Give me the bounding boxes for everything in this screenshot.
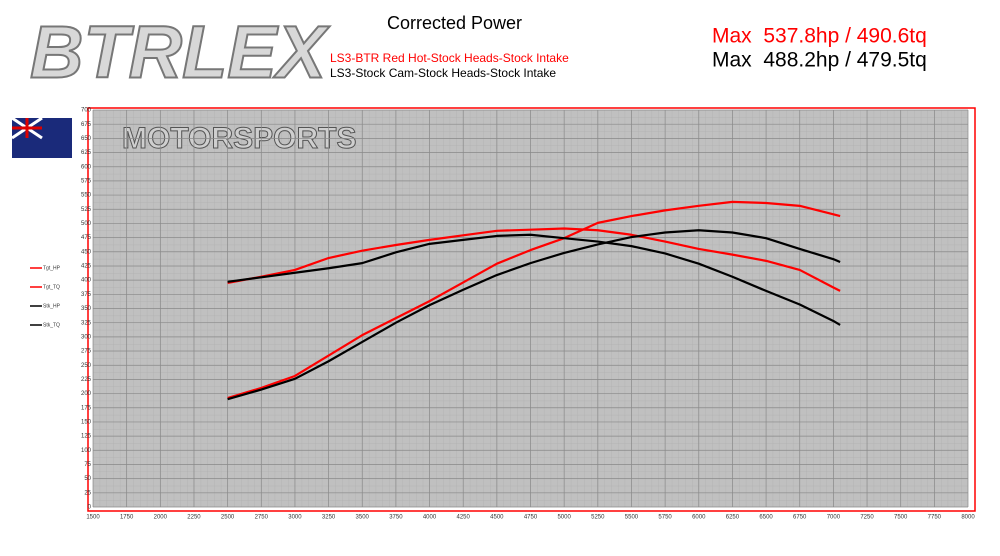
x-tick-label: 2000 — [154, 515, 168, 521]
y-tick-label: 25 — [84, 490, 91, 496]
series-line — [227, 229, 841, 401]
y-tick-label: 175 — [81, 405, 92, 411]
x-tick-label: 6250 — [726, 515, 740, 521]
y-tick-label: 425 — [81, 264, 92, 270]
x-tick-label: 7000 — [827, 515, 841, 521]
series-line — [227, 200, 841, 400]
y-tick-label: 325 — [81, 320, 92, 326]
max-annotation: Max 537.8hp / 490.6tq — [712, 25, 927, 48]
subtitle: LS3-Stock Cam-Stock Heads-Stock Intake — [330, 66, 556, 80]
logo: BTRLEX MOTORSPORTS — [11, 10, 357, 158]
x-tick-label: 3750 — [389, 515, 403, 521]
y-tick-label: 700 — [81, 108, 92, 114]
legend-label: Stk_HP — [43, 303, 61, 309]
max-annotation: Max 488.2hp / 479.5tq — [712, 49, 927, 72]
y-tick-label: 75 — [84, 462, 91, 468]
series-line — [227, 233, 841, 326]
x-tick-label: 7250 — [860, 515, 874, 521]
x-tick-label: 1500 — [86, 515, 100, 521]
x-tick-label: 5000 — [557, 515, 571, 521]
x-tick-label: 3000 — [288, 515, 302, 521]
x-tick-label: 6000 — [692, 515, 706, 521]
x-tick-label: 5750 — [658, 515, 672, 521]
x-tick-label: 4500 — [490, 515, 504, 521]
x-tick-label: 4000 — [423, 515, 437, 521]
x-tick-label: 4250 — [457, 515, 471, 521]
logo-brand: BTRLEX — [30, 11, 331, 94]
y-tick-label: 200 — [81, 391, 92, 397]
y-tick-label: 300 — [81, 334, 92, 340]
y-tick-label: 650 — [81, 136, 92, 142]
y-tick-label: 550 — [81, 193, 92, 199]
y-tick-label: 250 — [81, 363, 92, 369]
legend-label: Tgt_TQ — [43, 284, 60, 290]
y-tick-label: 125 — [81, 434, 92, 440]
series-line — [227, 227, 841, 292]
flag-cross — [12, 118, 42, 138]
x-tick-label: 7500 — [894, 515, 908, 521]
x-tick-label: 5250 — [591, 515, 605, 521]
x-tick-label: 6500 — [759, 515, 773, 521]
y-tick-label: 625 — [81, 150, 92, 156]
y-tick-label: 150 — [81, 420, 92, 426]
x-tick-label: 4750 — [524, 515, 538, 521]
y-tick-label: 225 — [81, 377, 92, 383]
x-tick-label: 3250 — [322, 515, 336, 521]
y-tick-label: 600 — [81, 164, 92, 170]
y-tick-label: 500 — [81, 221, 92, 227]
y-tick-label: 375 — [81, 292, 92, 298]
y-tick-label: 350 — [81, 306, 92, 312]
x-tick-label: 8000 — [961, 515, 975, 521]
y-tick-label: 575 — [81, 178, 92, 184]
x-tick-label: 7750 — [928, 515, 942, 521]
y-tick-label: 50 — [84, 476, 91, 482]
x-tick-label: 2250 — [187, 515, 201, 521]
legend-label: Stk_TQ — [43, 322, 60, 328]
y-tick-label: 475 — [81, 235, 92, 241]
y-tick-label: 100 — [81, 448, 92, 454]
chart-title: Corrected Power — [387, 13, 522, 33]
x-tick-label: 1750 — [120, 515, 134, 521]
subtitle: LS3-BTR Red Hot-Stock Heads-Stock Intake — [330, 51, 569, 65]
y-tick-label: 400 — [81, 278, 92, 284]
y-tick-label: 450 — [81, 249, 92, 255]
x-tick-label: 3500 — [356, 515, 370, 521]
y-tick-label: 0 — [88, 505, 92, 511]
legend-label: Tgt_HP — [43, 265, 61, 271]
x-tick-label: 5500 — [625, 515, 639, 521]
plot-frame — [87, 107, 976, 512]
x-tick-label: 2750 — [255, 515, 269, 521]
y-tick-label: 275 — [81, 349, 92, 355]
y-tick-label: 525 — [81, 207, 92, 213]
y-tick-label: 675 — [81, 122, 92, 128]
x-tick-label: 6750 — [793, 515, 807, 521]
x-tick-label: 2500 — [221, 515, 235, 521]
